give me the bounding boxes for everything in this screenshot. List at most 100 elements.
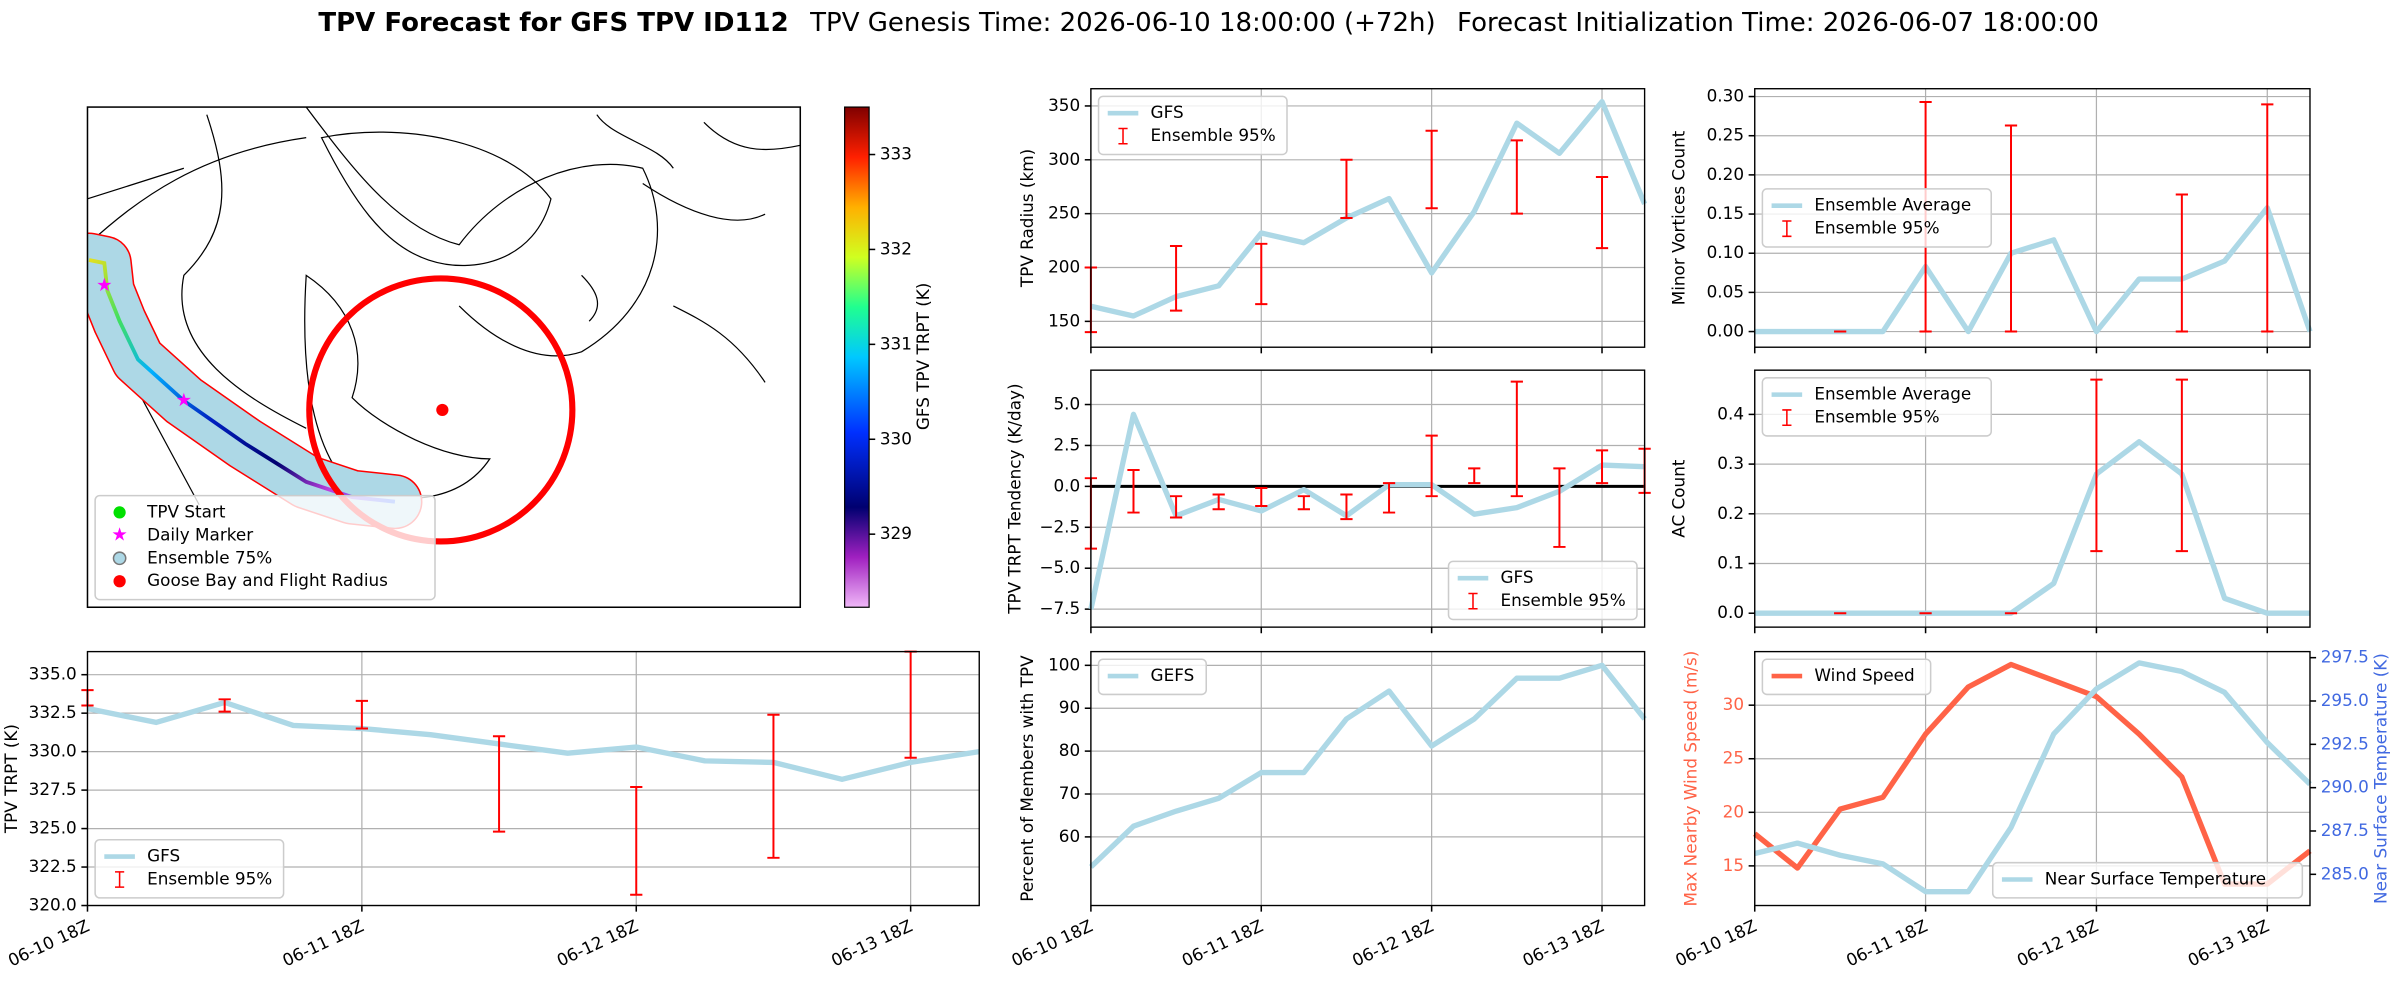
legend-marker <box>113 575 126 588</box>
y-tick-label: 0.0 <box>1717 602 1744 622</box>
y-tick-label: 0.2 <box>1717 503 1744 523</box>
legend-frame <box>1447 560 1638 621</box>
y2-tick-label: 297.5 <box>2321 647 2369 667</box>
legend-label: GFS <box>147 846 180 866</box>
plot-frame <box>1754 650 2311 907</box>
y-tick-label: 5.0 <box>1053 394 1080 414</box>
legend-marker: ★ <box>111 524 127 545</box>
legend-label: Ensemble 95% <box>1501 590 1626 610</box>
y-tick-label: 325.0 <box>29 818 77 838</box>
y2-axis-label: Near Surface Temperature (K) <box>2370 653 2390 904</box>
legend: GEFS <box>1097 658 1207 696</box>
y-tick-label: 0.25 <box>1707 125 1744 145</box>
error-bar <box>1297 495 1310 511</box>
legend-label: Daily Marker <box>147 524 253 544</box>
svg-text:★: ★ <box>96 275 112 296</box>
error-bar <box>1510 380 1523 498</box>
y-tick-label: 320.0 <box>29 895 77 915</box>
legend: Wind Speed <box>1761 658 1932 696</box>
y-axis-label: TPV TRPT (K) <box>1 724 21 834</box>
y2-tick-label: 290.0 <box>2321 777 2369 797</box>
legend-label: Ensemble 95% <box>1814 218 1939 238</box>
x-tick-label: 06-12 18Z <box>554 915 641 970</box>
map-frame <box>86 106 802 609</box>
genesis-time: TPV Genesis Time: 2026-06-10 18:00:00 (+… <box>809 7 1435 37</box>
y-tick-label: 300 <box>1048 149 1080 169</box>
y-tick-label: 0.3 <box>1717 453 1744 473</box>
svg-text:★: ★ <box>176 390 192 411</box>
y-tick-label: 250 <box>1048 203 1080 223</box>
legend-frame <box>1991 861 2304 899</box>
y-tick-label: 0.10 <box>1707 242 1744 262</box>
y-tick-label: 2.5 <box>1053 434 1080 454</box>
error-bar <box>630 786 643 896</box>
legend-frame <box>1097 658 1207 696</box>
y-axis-label: AC Count <box>1668 459 1688 538</box>
legend-label: Ensemble Average <box>1814 195 1971 215</box>
y-tick-label: 80 <box>1059 740 1080 760</box>
title: TPV Forecast for GFS TPV ID112 <box>318 7 788 37</box>
y-tick-label: 25 <box>1723 748 1744 768</box>
y-tick-label: 15 <box>1723 855 1744 875</box>
error-bar <box>1169 495 1183 519</box>
colorbar-tick-label: 333 <box>880 144 912 164</box>
x-tick-label: 06-13 18Z <box>2185 915 2272 970</box>
y2-tick-label: 292.5 <box>2321 733 2369 753</box>
error-bar <box>2175 378 2188 553</box>
legend-frame <box>1761 658 1932 696</box>
error-bar <box>1553 467 1566 548</box>
error-bar <box>1127 469 1140 514</box>
legend-frame <box>94 838 285 899</box>
plot-frame <box>86 650 980 907</box>
error-bar <box>1468 467 1481 485</box>
series-line <box>86 699 980 783</box>
legend-label: Near Surface Temperature <box>2045 869 2266 889</box>
error-bar <box>1340 158 1353 219</box>
x-tick-label: 06-12 18Z <box>1349 915 1436 970</box>
error-bar <box>1595 176 1609 250</box>
y-tick-label: 150 <box>1048 310 1080 330</box>
init-time: Forecast Initialization Time: 2026-06-07… <box>1457 7 2099 37</box>
plot-frame <box>1090 650 1646 907</box>
series-line <box>1088 411 1645 610</box>
y-axis-label: TPV Radius (km) <box>1017 149 1037 288</box>
error-bar <box>1255 242 1268 306</box>
map-background: ★ ★ <box>87 107 801 545</box>
colorbar-tick-label: 329 <box>880 523 912 543</box>
colorbar-tick-label: 332 <box>880 238 912 258</box>
legend-label: GFS <box>1501 567 1534 587</box>
legend: Ensemble Average Ensemble 95% <box>1761 377 1992 437</box>
y-tick-label: −7.5 <box>1039 598 1080 618</box>
legend: GFS Ensemble 95% <box>1097 95 1288 156</box>
legend: Ensemble Average Ensemble 95% <box>1761 188 1992 248</box>
legend-errorbar <box>1468 592 1478 610</box>
legend-frame <box>94 494 436 601</box>
plot-frame <box>1090 88 1646 348</box>
y-tick-label: 0.30 <box>1707 86 1744 106</box>
legend-label: GEFS <box>1151 665 1195 685</box>
y-tick-label: 60 <box>1059 826 1080 846</box>
x-tick-label: 06-10 18Z <box>1008 915 1095 970</box>
error-bar <box>1169 244 1183 312</box>
x-tick-label: 06-11 18Z <box>1843 915 1930 970</box>
legend-label: Ensemble 95% <box>1151 125 1276 145</box>
y-tick-label: 0.4 <box>1717 403 1744 423</box>
x-tick-label: 06-11 18Z <box>1179 915 1266 970</box>
error-bar <box>355 699 368 730</box>
y2-tick-label: 285.0 <box>2321 863 2369 883</box>
plot-frame <box>1090 369 1646 628</box>
series-line <box>1754 205 2313 335</box>
y-tick-label: 0.15 <box>1707 203 1744 223</box>
y-tick-label: 0.20 <box>1707 164 1744 184</box>
legend-label: Wind Speed <box>1814 665 1914 685</box>
legend-label: TPV Start <box>146 501 226 521</box>
error-bar <box>1595 449 1609 485</box>
y-tick-label: 335.0 <box>29 664 77 684</box>
legend: GFS Ensemble 95% <box>1447 560 1638 621</box>
error-bar <box>1340 493 1353 521</box>
legend-errorbar <box>115 871 125 888</box>
error-bar <box>1382 482 1396 514</box>
legend-marker <box>113 506 126 519</box>
y-tick-label: 0.00 <box>1707 321 1744 341</box>
